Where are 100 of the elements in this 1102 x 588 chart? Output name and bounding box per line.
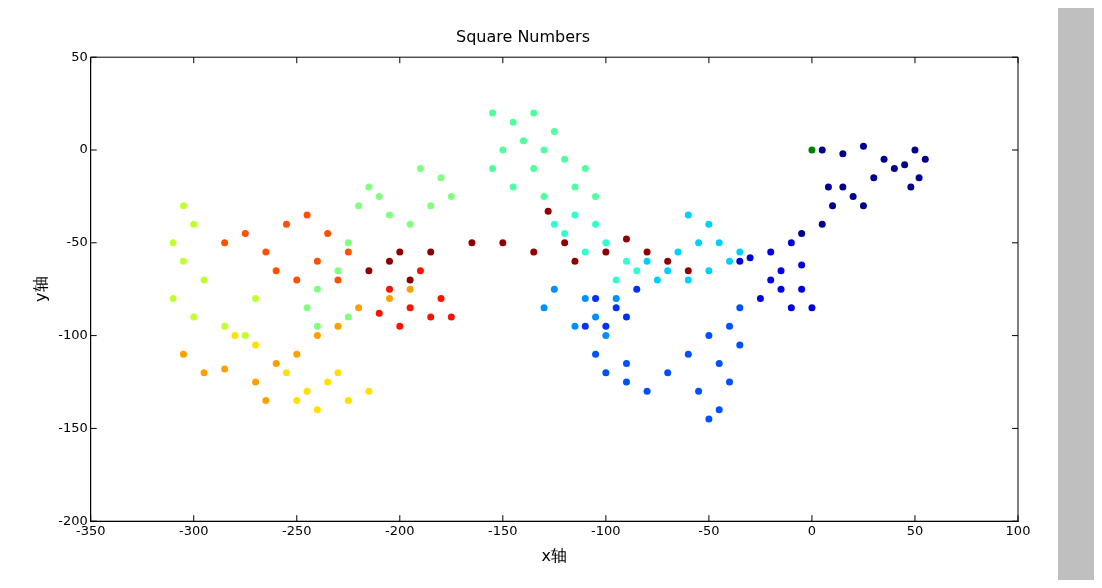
- point: [653, 276, 661, 284]
- x-tick-label: -250: [282, 523, 312, 539]
- point: [581, 322, 589, 330]
- point: [622, 378, 630, 386]
- point: [550, 285, 558, 293]
- point: [684, 350, 692, 358]
- point: [767, 276, 775, 284]
- point: [303, 387, 311, 395]
- point: [386, 294, 393, 302]
- point: [602, 332, 610, 340]
- point: [859, 202, 867, 210]
- point: [540, 146, 548, 154]
- point: [612, 294, 620, 302]
- point: [602, 369, 610, 377]
- point: [798, 261, 806, 269]
- point: [221, 365, 229, 373]
- point: [509, 183, 517, 191]
- point: [715, 406, 723, 414]
- point: [375, 309, 383, 317]
- point: [880, 155, 888, 163]
- point: [262, 397, 270, 405]
- point: [818, 220, 826, 228]
- point: [272, 359, 280, 367]
- point: [695, 387, 703, 395]
- point: [592, 192, 600, 200]
- x-tick-label: -100: [591, 523, 621, 539]
- point: [571, 211, 579, 219]
- point: [179, 202, 187, 210]
- point: [252, 378, 260, 386]
- y-tick-label: -100: [58, 326, 88, 342]
- x-axis-title: x轴: [541, 545, 568, 565]
- point: [437, 174, 445, 182]
- point: [736, 248, 744, 256]
- point: [571, 183, 579, 191]
- point: [633, 285, 641, 293]
- point: [602, 322, 610, 330]
- y-tick-label: -150: [58, 419, 88, 435]
- point: [726, 257, 734, 265]
- point: [787, 304, 795, 312]
- point: [571, 257, 579, 265]
- point: [334, 322, 342, 330]
- point: [581, 248, 589, 256]
- point: [200, 369, 208, 377]
- point: [571, 322, 579, 330]
- point: [334, 369, 342, 377]
- point: [406, 304, 414, 312]
- point: [468, 239, 476, 247]
- point: [262, 248, 270, 256]
- x-tick-label: 100: [1005, 523, 1031, 539]
- point: [344, 239, 352, 247]
- point: [282, 369, 290, 377]
- y-tick-label: 50: [71, 48, 88, 64]
- point: [334, 267, 342, 275]
- point: [303, 304, 311, 312]
- point: [489, 109, 497, 117]
- point: [664, 257, 672, 265]
- point: [602, 239, 610, 247]
- point: [365, 387, 373, 395]
- point: [375, 192, 383, 200]
- point: [715, 239, 723, 247]
- point: [530, 109, 538, 117]
- point: [829, 202, 837, 210]
- point: [561, 239, 569, 247]
- point: [798, 230, 806, 238]
- point: [622, 257, 630, 265]
- point: [179, 350, 187, 358]
- x-tick-label: -350: [75, 523, 106, 539]
- point: [241, 332, 249, 340]
- chart-title: Square Numbers: [455, 26, 591, 46]
- point: [808, 304, 816, 312]
- point: [915, 174, 923, 182]
- point: [447, 313, 455, 321]
- point: [824, 183, 832, 191]
- point: [612, 304, 620, 312]
- point: [355, 202, 363, 210]
- point: [190, 313, 198, 321]
- point: [921, 155, 929, 163]
- point: [705, 332, 713, 340]
- point: [839, 150, 847, 158]
- point: [406, 220, 414, 228]
- point: [313, 285, 321, 293]
- point: [715, 359, 723, 367]
- point: [705, 415, 713, 423]
- point: [355, 304, 363, 312]
- point: [839, 183, 847, 191]
- x-tick-label: 0: [807, 523, 817, 539]
- point: [396, 248, 404, 256]
- point: [365, 183, 373, 191]
- point: [767, 248, 775, 256]
- x-tick-label: -200: [385, 523, 415, 539]
- point: [643, 257, 651, 265]
- point: [622, 359, 630, 367]
- point: [499, 239, 507, 247]
- point: [777, 285, 785, 293]
- point: [252, 341, 260, 349]
- point: [519, 137, 527, 145]
- point: [705, 267, 713, 275]
- point: [787, 239, 795, 247]
- point: [643, 387, 651, 395]
- point: [592, 313, 600, 321]
